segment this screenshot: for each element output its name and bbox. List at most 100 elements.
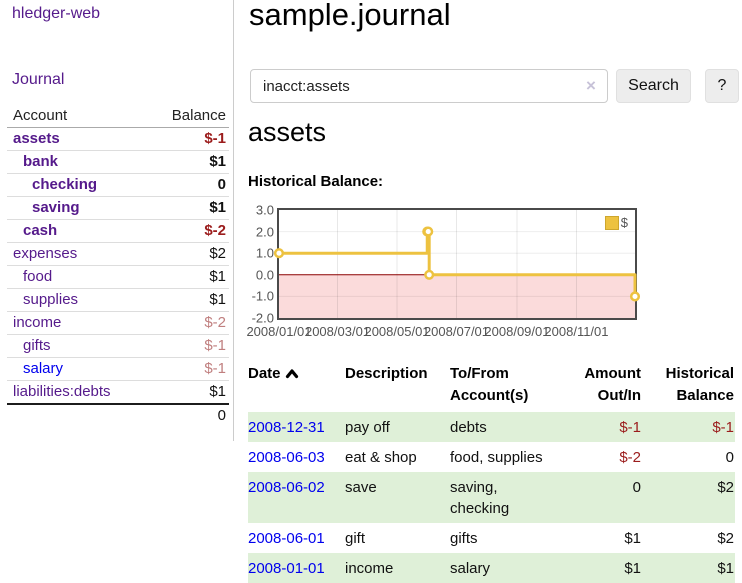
register-header-amount: Amount Out/In (584, 365, 641, 404)
chart-plot[interactable]: $ (273, 208, 641, 320)
transaction-amount: $-2 (619, 449, 641, 466)
y-axis-tick-label: 2.0 (255, 224, 274, 240)
register-header-description: Description (345, 365, 428, 382)
transaction-accounts: gifts (450, 530, 478, 547)
x-axis-tick-label: 2008/03/01 (304, 324, 371, 339)
accounts-total-row: 0 (7, 403, 229, 427)
y-axis-tick-label: 1.0 (255, 245, 274, 261)
transaction-balance: 0 (725, 449, 734, 466)
y-axis-tick-label: 3.0 (255, 202, 274, 218)
account-row: food $1 (7, 265, 229, 289)
account-balance: $1 (144, 196, 229, 220)
transaction-accounts: debts (450, 412, 562, 442)
accounts-header-row: Account Balance (7, 105, 229, 128)
account-link-bank[interactable]: bank (23, 153, 59, 170)
account-balance: $-1 (144, 334, 229, 358)
y-axis-tick-label: 0.0 (255, 267, 274, 283)
register-table: Date Description To/From Account(s) Amou… (248, 360, 735, 583)
help-button[interactable]: ? (705, 69, 739, 103)
x-axis-tick-label: 2008/09/01 (484, 324, 550, 339)
transaction-amount: 0 (562, 472, 642, 523)
transaction-balance: $-1 (642, 412, 735, 442)
account-balance: $2 (144, 242, 229, 266)
register-row: 2008-06-03 eat & shop food, supplies $-2… (248, 442, 735, 472)
accounts-header-account: Account (7, 105, 145, 128)
sidebar-item-journal[interactable]: Journal (12, 71, 65, 88)
account-link-income[interactable]: income (13, 314, 62, 331)
accounts-total-balance: 0 (144, 403, 229, 427)
account-row: expenses $2 (7, 242, 229, 266)
account-row: gifts $-1 (7, 334, 229, 358)
account-link-supplies[interactable]: supplies (23, 291, 79, 308)
account-link-saving[interactable]: saving (32, 199, 80, 216)
chart-heading: Historical Balance: (248, 173, 384, 190)
account-balance: $-2 (144, 311, 229, 335)
account-link-expenses[interactable]: expenses (13, 245, 78, 262)
account-row: liabilities:debts $1 (7, 381, 229, 405)
account-balance: $-1 (144, 127, 229, 151)
app-brand-link[interactable]: hledger-web (12, 5, 101, 22)
accounts-header-balance: Balance (144, 105, 229, 128)
register-header-date[interactable]: Date (248, 360, 345, 412)
search-input[interactable] (250, 69, 608, 103)
transaction-description: gift (345, 530, 366, 547)
account-link-assets[interactable]: assets (13, 130, 60, 147)
account-link-cash[interactable]: cash (23, 222, 58, 239)
account-link-gifts[interactable]: gifts (23, 337, 51, 354)
transaction-balance: $2 (717, 530, 734, 547)
account-link-food[interactable]: food (23, 268, 53, 285)
account-row: checking 0 (7, 173, 229, 197)
transaction-date-link[interactable]: 2008-06-01 (248, 530, 325, 547)
account-row: assets $-1 (7, 127, 229, 151)
account-link-checking[interactable]: checking (32, 176, 98, 193)
x-axis-tick-label: 2008/05/01 (364, 324, 430, 339)
transaction-date-link[interactable]: 2008-06-03 (248, 449, 325, 466)
account-link-liabilities-debts[interactable]: liabilities:debts (13, 383, 111, 400)
y-axis-tick-label: -1.0 (251, 288, 274, 304)
transaction-date-link[interactable]: 2008-12-31 (248, 419, 325, 436)
sidebar: hledger-web Journal Account Balance asse… (0, 0, 234, 441)
legend-swatch-icon (604, 215, 619, 230)
transaction-description: pay off (345, 412, 450, 442)
account-balance: $1 (144, 150, 229, 174)
transaction-description: income (345, 553, 450, 583)
account-balance: $-1 (144, 357, 229, 381)
account-link-salary[interactable]: salary (23, 360, 64, 377)
chart-y-axis: 3.0 2.0 1.0 0.0 -1.0 -2.0 (242, 203, 274, 326)
transaction-description: eat & shop (345, 449, 417, 466)
register-row: 2008-06-02 save saving, checking 0 $2 (248, 472, 735, 523)
sort-ascending-icon (285, 369, 298, 379)
account-balance: $-2 (144, 219, 229, 243)
search-button[interactable]: Search (616, 69, 691, 103)
transaction-balance: $2 (642, 472, 735, 523)
account-balance: $1 (209, 383, 226, 400)
register-header-accounts: To/From Account(s) (450, 365, 529, 404)
transaction-accounts: salary (450, 553, 562, 583)
transaction-date-link[interactable]: 2008-06-02 (248, 479, 325, 496)
account-row: saving $1 (7, 196, 229, 220)
register-row: 2008-06-01 gift gifts $1 $2 (248, 523, 735, 553)
chart-legend: $ (602, 214, 630, 231)
clear-search-icon[interactable]: × (586, 76, 596, 95)
register-row: 2008-12-31 pay off debts $-1 $-1 (248, 412, 735, 442)
y-axis-tick-label: -2.0 (251, 310, 274, 326)
search-form: × Search ? (250, 69, 742, 103)
transaction-accounts: food, supplies (450, 449, 543, 466)
transaction-amount: $-1 (562, 412, 642, 442)
x-axis-tick-label: 2008/11/01 (544, 324, 609, 339)
transaction-amount: $1 (562, 553, 642, 583)
account-balance: $1 (144, 288, 229, 312)
account-balance: 0 (144, 173, 229, 197)
account-balance: $1 (144, 265, 229, 289)
account-row: salary $-1 (7, 357, 229, 381)
x-axis-tick-label: 2008/07/01 (423, 324, 490, 339)
transaction-accounts: saving, checking (450, 472, 562, 523)
chart-canvas (273, 210, 641, 318)
page-title: sample.journal (249, 0, 451, 32)
accounts-table: Account Balance assets $-1 bank $1 check… (7, 105, 229, 427)
x-axis-tick-label: 2008/01/01 (246, 324, 312, 339)
transaction-balance: $1 (642, 553, 735, 583)
account-row: supplies $1 (7, 288, 229, 312)
chart-x-axis: 2008/01/01 2008/03/01 2008/05/01 2008/07/01… (246, 324, 635, 340)
transaction-date-link[interactable]: 2008-01-01 (248, 560, 325, 577)
